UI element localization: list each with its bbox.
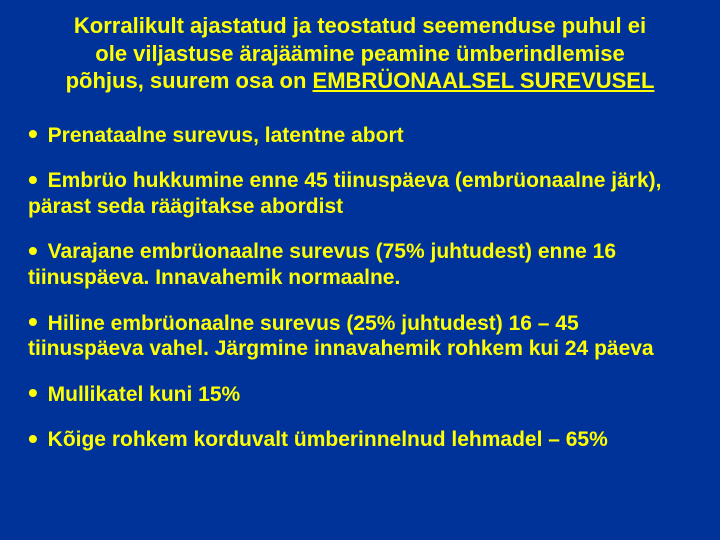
list-item: • Kõige rohkem korduvalt ümberinnelnud l… <box>28 427 692 453</box>
list-item: • Hiline embrüonaalne surevus (25% juhtu… <box>28 311 692 362</box>
bullet-icon: • <box>28 164 38 195</box>
bullet-icon: • <box>28 306 38 337</box>
list-item: • Mullikatel kuni 15% <box>28 382 692 408</box>
title-line-3-underlined: EMBRÜONAALSEL SUREVUSEL <box>313 68 655 93</box>
slide: Korralikult ajastatud ja teostatud seeme… <box>0 0 720 540</box>
bullet-text: Prenataalne surevus, latentne abort <box>48 124 404 147</box>
slide-title: Korralikult ajastatud ja teostatud seeme… <box>28 12 692 95</box>
title-line-3-prefix: põhjus, suurem osa on <box>66 68 313 93</box>
title-line-2: ole viljastuse ärajäämine peamine ümberi… <box>95 41 624 66</box>
bullet-icon: • <box>28 423 38 454</box>
bullet-text: Varajane embrüonaalne surevus (75% juhtu… <box>28 240 616 289</box>
bullet-icon: • <box>28 118 38 149</box>
list-item: • Varajane embrüonaalne surevus (75% juh… <box>28 239 692 290</box>
list-item: • Prenataalne surevus, latentne abort <box>28 123 692 149</box>
bullet-text: Embrüo hukkumine enne 45 tiinuspäeva (em… <box>28 169 662 218</box>
bullet-list: • Prenataalne surevus, latentne abort • … <box>28 123 692 453</box>
list-item: • Embrüo hukkumine enne 45 tiinuspäeva (… <box>28 168 692 219</box>
title-line-1: Korralikult ajastatud ja teostatud seeme… <box>74 13 646 38</box>
bullet-icon: • <box>28 235 38 266</box>
bullet-icon: • <box>28 377 38 408</box>
bullet-text: Hiline embrüonaalne surevus (25% juhtude… <box>28 312 654 361</box>
bullet-text: Kõige rohkem korduvalt ümberinnelnud leh… <box>48 428 608 451</box>
bullet-text: Mullikatel kuni 15% <box>48 383 241 406</box>
